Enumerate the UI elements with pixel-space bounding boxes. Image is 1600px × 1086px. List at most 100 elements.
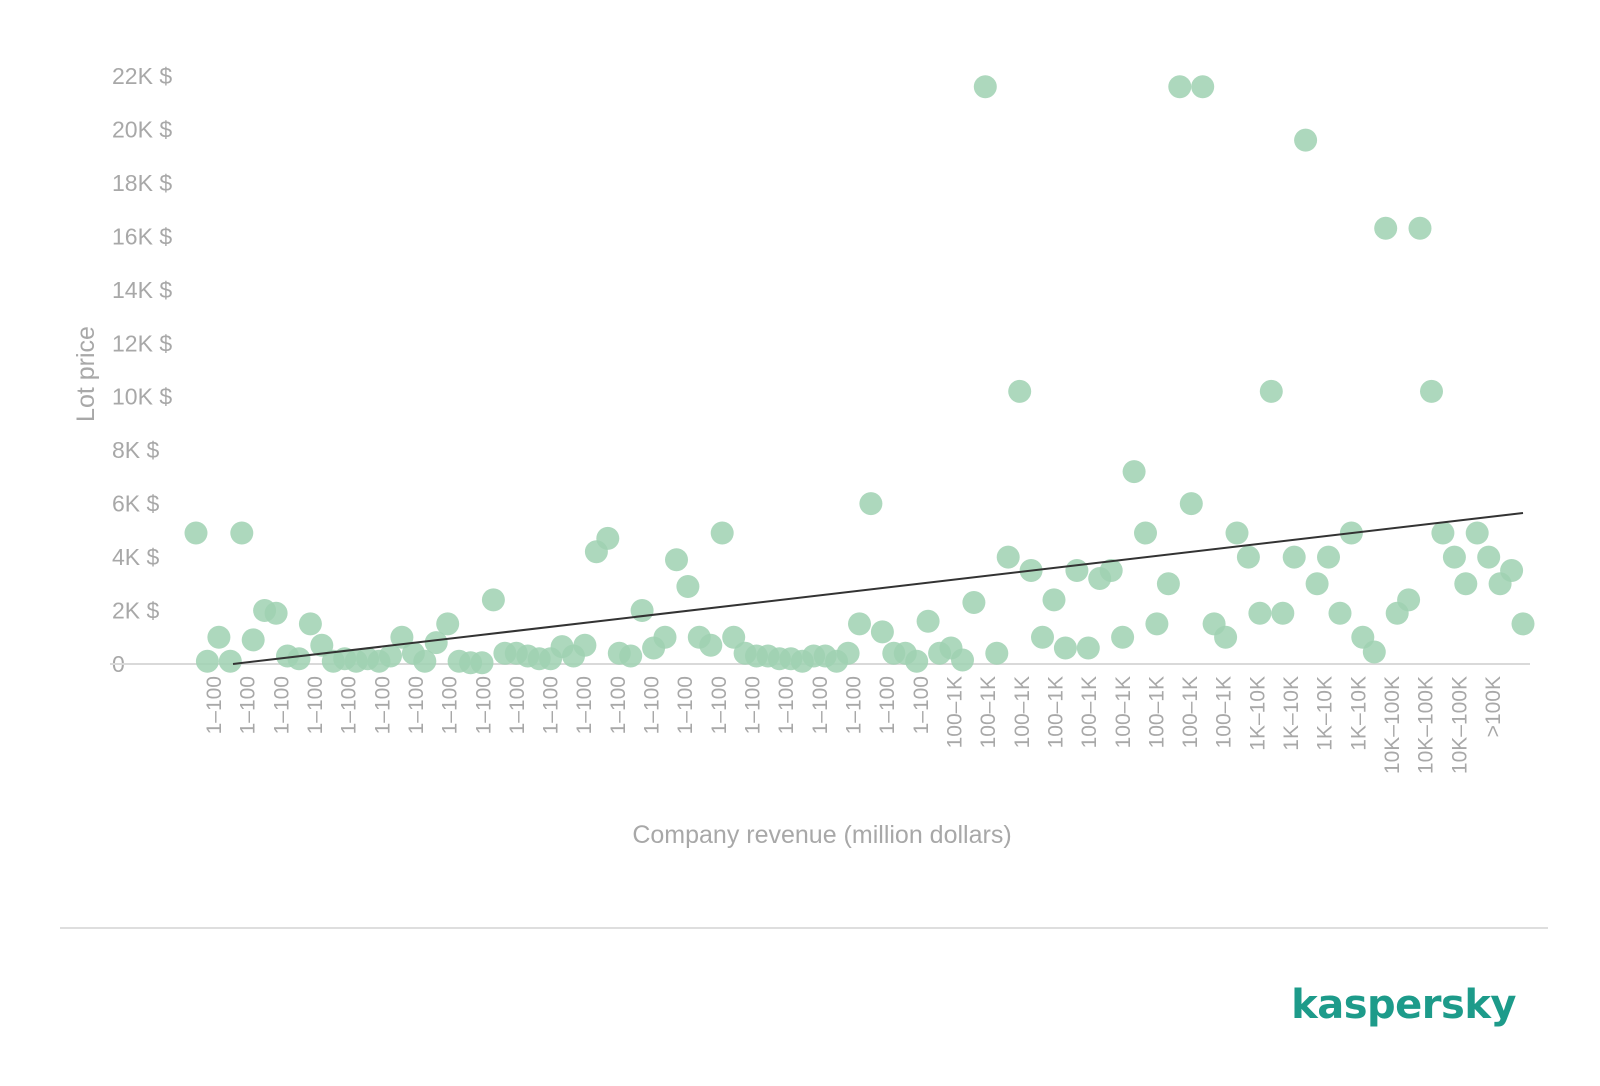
data-point — [1328, 601, 1352, 625]
data-point — [1465, 521, 1489, 545]
data-point — [230, 521, 254, 545]
x-tick-label: 100–1K — [1011, 676, 1034, 748]
data-point — [1168, 75, 1192, 99]
footer-divider — [60, 927, 1548, 929]
data-point — [1305, 572, 1329, 596]
x-tick-label: 1–100 — [506, 676, 529, 734]
data-point — [676, 575, 700, 598]
x-tick-label: 1–100 — [876, 676, 899, 734]
data-point — [1134, 521, 1157, 545]
x-tick-label: 100–1K — [1078, 676, 1101, 748]
y-tick-label: 6K $ — [112, 491, 160, 517]
data-point — [207, 625, 231, 649]
data-point — [1111, 625, 1135, 649]
data-point — [1282, 545, 1306, 569]
data-point — [710, 521, 734, 545]
x-tick-label: 1–100 — [405, 676, 428, 734]
x-tick-label: 1K–10K — [1280, 676, 1303, 751]
data-point — [630, 599, 654, 622]
x-tick-label: 10K–100K — [1448, 676, 1471, 774]
trend-line — [232, 511, 1524, 665]
scatter-chart: 02K $4K $6K $8K $10K $12K $14K $16K $18K… — [72, 63, 1535, 849]
data-point — [1099, 559, 1123, 582]
data-point — [653, 625, 677, 649]
data-point — [859, 492, 883, 516]
data-point — [905, 649, 929, 673]
x-tick-label: 1–100 — [439, 676, 462, 734]
x-tick-label: 1–100 — [775, 676, 798, 734]
x-tick-label: 1–100 — [270, 676, 293, 734]
data-point — [836, 641, 860, 665]
data-point — [1065, 559, 1089, 582]
data-point — [985, 641, 1009, 665]
x-tick-label: 100–1K — [1145, 676, 1168, 748]
y-tick-label: 20K $ — [112, 116, 172, 142]
data-point — [1477, 545, 1501, 569]
data-point — [1236, 545, 1260, 569]
x-tick-label: 100–1K — [1112, 676, 1135, 748]
data-point — [298, 612, 322, 636]
x-tick-label: 1K–10K — [1246, 676, 1269, 751]
x-tick-label: 1–100 — [203, 676, 226, 734]
data-point — [962, 591, 986, 614]
data-point — [241, 628, 265, 652]
data-point — [413, 649, 437, 673]
data-point — [996, 545, 1020, 569]
y-tick-label: 4K $ — [112, 544, 160, 570]
y-tick-label: 22K $ — [112, 63, 172, 89]
data-point — [1191, 75, 1215, 99]
data-point — [310, 633, 334, 657]
y-tick-label: 2K $ — [112, 598, 160, 624]
data-point — [1008, 379, 1032, 403]
data-point — [973, 75, 997, 99]
data-point — [1500, 559, 1524, 582]
data-point — [1179, 492, 1203, 516]
x-tick-label: 1–100 — [338, 676, 361, 734]
data-point — [470, 651, 494, 675]
x-tick-label: 1K–10K — [1347, 676, 1370, 751]
data-point — [1259, 379, 1283, 403]
x-tick-label: 100–1K — [943, 676, 966, 748]
data-point — [1145, 612, 1169, 636]
data-point — [665, 548, 688, 572]
data-point — [1156, 572, 1180, 596]
x-tick-label: 1–100 — [910, 676, 933, 734]
y-tick-label: 10K $ — [112, 384, 172, 410]
data-point — [436, 612, 460, 636]
data-point — [379, 644, 402, 668]
data-point — [1225, 521, 1249, 545]
x-tick-label: 1–100 — [809, 676, 832, 734]
x-axis-label: Company revenue (million dollars) — [632, 821, 1011, 849]
x-tick-label: 1–100 — [237, 676, 260, 734]
data-point — [1317, 545, 1340, 569]
data-point — [596, 526, 620, 550]
y-axis-label: Lot price — [72, 326, 100, 422]
x-tick-label: 1–100 — [371, 676, 394, 734]
data-point — [1397, 588, 1421, 612]
data-point — [1271, 601, 1295, 625]
x-tick-label: 1–100 — [708, 676, 731, 734]
data-point — [1248, 601, 1272, 625]
data-point — [916, 609, 940, 633]
data-point — [1408, 216, 1432, 240]
data-point — [1214, 625, 1238, 649]
x-tick-label: 1–100 — [742, 676, 765, 734]
x-tick-label: 100–1K — [1044, 676, 1067, 748]
data-point — [848, 612, 871, 636]
data-point — [1042, 588, 1066, 612]
x-tick-label: 1–100 — [607, 676, 630, 734]
x-tick-label: 100–1K — [1179, 676, 1202, 748]
data-point — [287, 647, 311, 671]
data-point — [870, 620, 894, 644]
x-tick-label: 1K–10K — [1314, 676, 1337, 751]
y-tick-label: 8K $ — [112, 437, 160, 463]
x-axis-ticks: 1–100 1–100 1–100 1–100 1–100 1–100 1–100 1–100… — [203, 676, 1505, 774]
data-point — [722, 625, 746, 649]
y-tick-label: 12K $ — [112, 330, 172, 356]
data-point — [1420, 379, 1443, 403]
data-point — [573, 633, 597, 657]
x-tick-label: 1–100 — [573, 676, 596, 734]
kaspersky-logo: kaspersky — [1291, 982, 1516, 1028]
data-point — [951, 648, 974, 672]
data-point — [699, 633, 723, 657]
